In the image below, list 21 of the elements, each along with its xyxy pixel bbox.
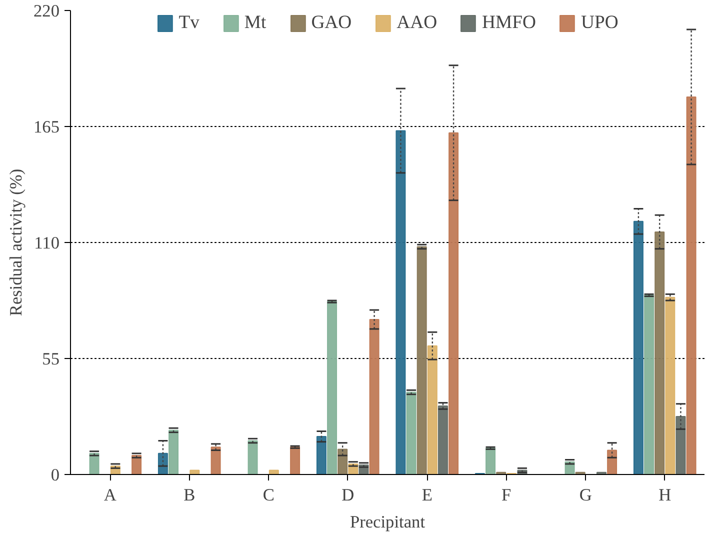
x-tick-label: B [184,486,196,504]
y-tick-label: 220 [34,2,60,20]
y-axis-title: Residual activity (%) [6,168,26,316]
x-tick-label: E [422,486,432,504]
x-tick-label: F [502,486,512,504]
legend-label: UPO [580,12,618,34]
y-tick-label: 0 [50,466,60,484]
legend-label: GAO [311,12,352,34]
x-tick-label: G [579,486,592,504]
x-tick-label: C [262,486,274,504]
y-tick-label: 165 [34,118,60,136]
x-tick-label: A [104,486,117,504]
legend-label: Tv [178,12,200,34]
legend-label: HMFO [482,12,536,34]
x-axis-title: Precipitant [350,512,426,532]
x-tick-label: D [342,486,354,504]
legend-label: AAO [396,12,438,34]
y-tick-label: 110 [34,234,60,252]
x-tick-label: H [658,486,672,504]
legend-label: Mt [244,12,266,34]
y-tick-label: 55 [42,350,60,368]
